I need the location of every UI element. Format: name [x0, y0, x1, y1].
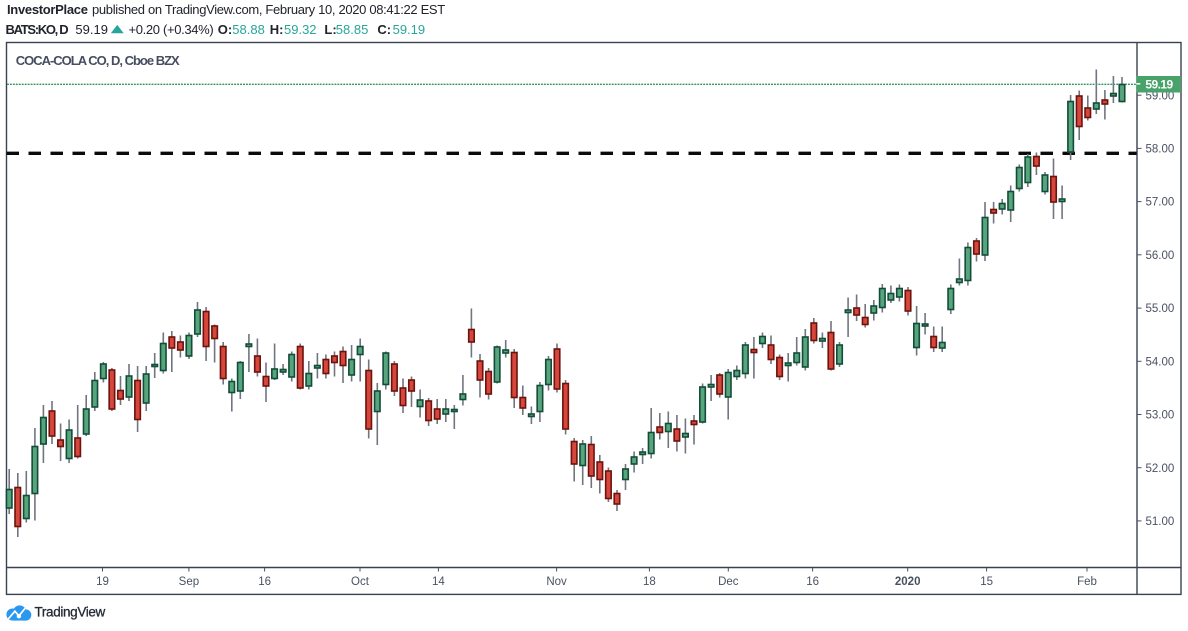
svg-text:H:: H: [270, 22, 284, 37]
svg-text:L:: L: [324, 22, 336, 37]
svg-text:59.19: 59.19 [1145, 77, 1173, 91]
svg-text:Sep: Sep [179, 576, 199, 588]
svg-text:58.00: 58.00 [1146, 144, 1175, 156]
svg-text:58.85: 58.85 [336, 22, 369, 37]
svg-text:Nov: Nov [546, 576, 567, 588]
svg-text:TradingView: TradingView [35, 605, 106, 620]
svg-text:Oct: Oct [351, 576, 370, 588]
svg-text:15: 15 [980, 576, 993, 588]
svg-text:C:: C: [377, 22, 391, 37]
svg-text:52.00: 52.00 [1146, 463, 1175, 475]
svg-text:Dec: Dec [718, 576, 739, 588]
svg-text:55.00: 55.00 [1146, 303, 1175, 315]
svg-text:16: 16 [258, 576, 271, 588]
svg-text:59.19: 59.19 [393, 22, 426, 37]
svg-text:BATS:KO, D: BATS:KO, D [6, 22, 69, 37]
svg-text:Feb: Feb [1077, 576, 1097, 588]
svg-text:O:: O: [218, 22, 232, 37]
svg-text:19: 19 [96, 576, 109, 588]
svg-text:58.88: 58.88 [232, 22, 265, 37]
svg-text:18: 18 [643, 576, 656, 588]
svg-text:2020: 2020 [895, 576, 921, 588]
svg-text:59.00: 59.00 [1146, 90, 1175, 102]
svg-text:+0.20 (+0.34%): +0.20 (+0.34%) [129, 22, 214, 37]
svg-text:53.00: 53.00 [1146, 410, 1175, 422]
svg-text:16: 16 [806, 576, 819, 588]
svg-text:51.00: 51.00 [1146, 516, 1175, 528]
svg-text:59.32: 59.32 [284, 22, 317, 37]
svg-text:57.00: 57.00 [1146, 197, 1175, 209]
svg-text:COCA-COLA CO, D, Cboe BZX: COCA-COLA CO, D, Cboe BZX [16, 53, 180, 68]
svg-text:published on TradingView.com,: published on TradingView.com, February 1… [92, 2, 445, 17]
svg-text:InvestorPlace: InvestorPlace [7, 2, 88, 17]
svg-text:54.00: 54.00 [1146, 356, 1175, 368]
svg-text:56.00: 56.00 [1146, 250, 1175, 262]
svg-text:14: 14 [432, 576, 445, 588]
svg-text:59.19: 59.19 [75, 22, 108, 37]
